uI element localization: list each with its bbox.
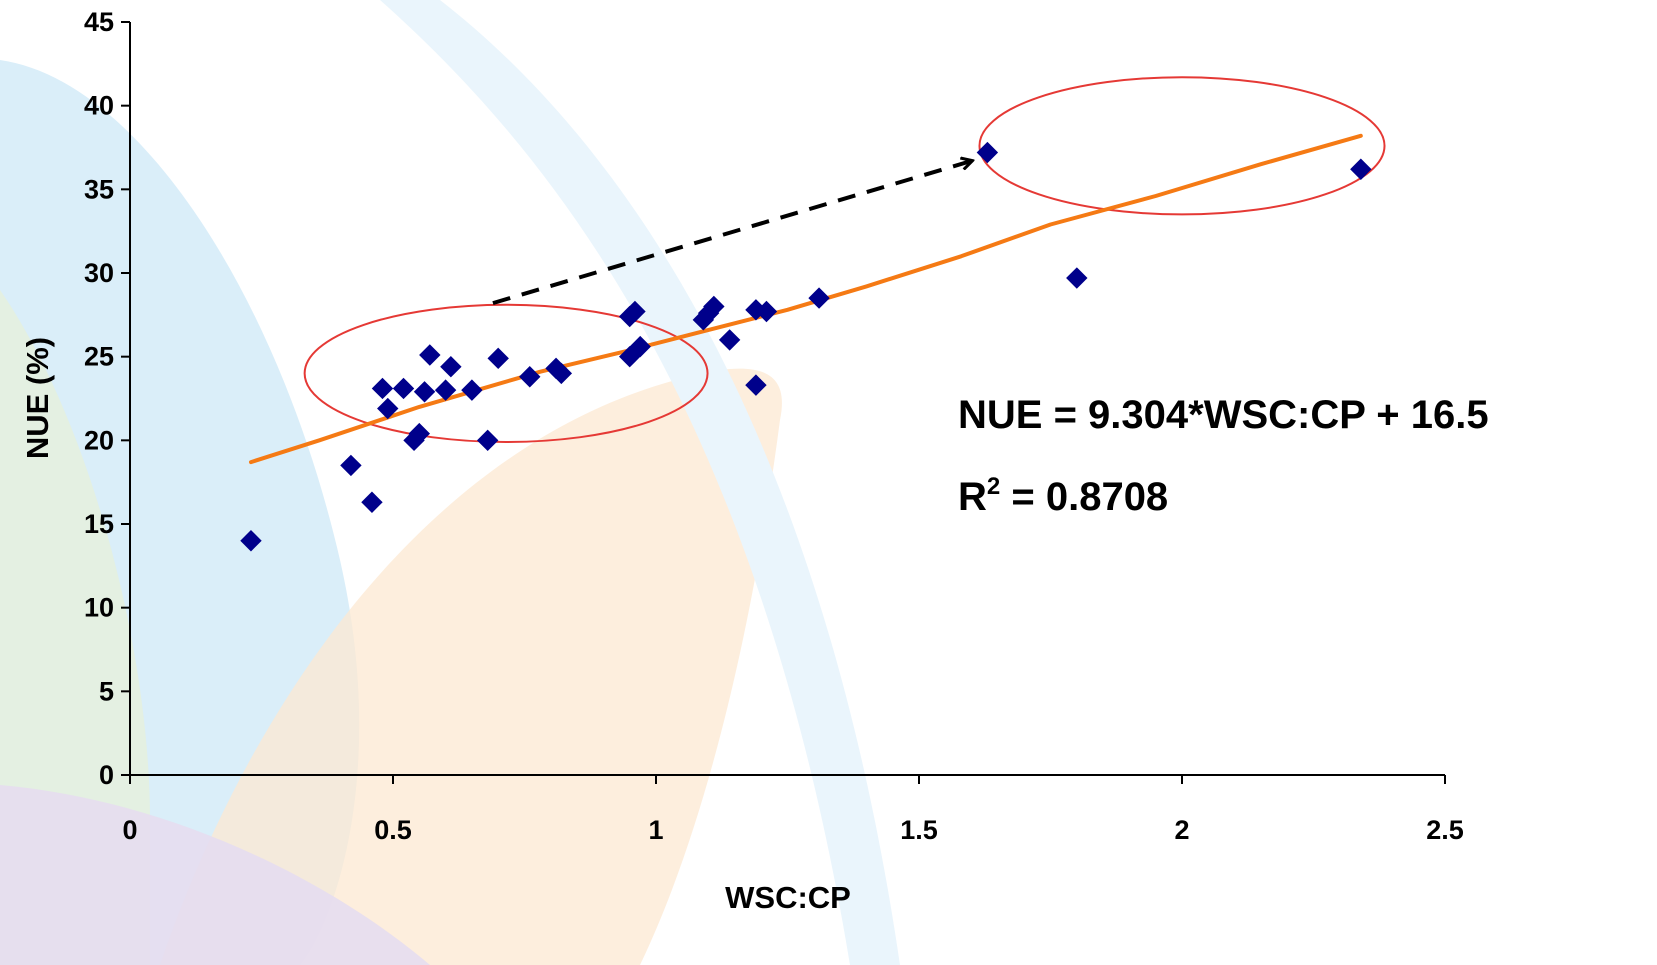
background-light-blue-arc [380, 0, 900, 965]
x-tick-label: 1.5 [900, 815, 938, 845]
background-purple-swoosh [0, 785, 430, 965]
x-tick-label: 2 [1174, 815, 1189, 845]
data-point [550, 362, 573, 385]
r-squared-superscript: 2 [987, 473, 1000, 500]
data-point [419, 344, 441, 366]
data-point [440, 355, 462, 378]
data-point [340, 454, 362, 477]
y-tick-label: 15 [84, 509, 114, 539]
data-point [755, 300, 778, 323]
data-point [361, 491, 383, 513]
data-point [461, 379, 483, 401]
data-point [718, 329, 741, 351]
data-point [624, 300, 646, 323]
y-tick-label: 40 [84, 91, 114, 121]
data-point [1350, 158, 1372, 180]
data-point [1066, 267, 1088, 289]
r-squared-base: R [958, 475, 987, 519]
data-point [519, 366, 541, 388]
highlight-ellipses [303, 76, 1386, 444]
y-tick-label: 20 [84, 425, 114, 455]
dashed-arrow [492, 161, 972, 306]
x-axis-title: WSC:CP [725, 880, 851, 915]
data-points [240, 141, 1372, 552]
r-squared-label: R2 = 0.8708 [958, 473, 1168, 519]
data-point [434, 379, 457, 401]
y-tick-label: 30 [84, 258, 114, 288]
x-tick-label: 2.5 [1426, 815, 1464, 845]
y-tick-label: 0 [99, 760, 114, 790]
data-point [808, 287, 830, 309]
r-squared-value: = 0.8708 [1000, 475, 1168, 519]
axes: 0 5 10 15 20 25 30 35 40 45 0 0.5 1 1.5 2 2.5 [84, 7, 1464, 845]
background-decoration [0, 0, 900, 965]
data-point [487, 347, 509, 370]
right-cluster-ellipse [978, 76, 1386, 216]
data-point [371, 377, 394, 400]
x-tick-label: 0 [122, 815, 137, 845]
trendline [249, 133, 1363, 465]
data-point [392, 377, 415, 400]
data-point [703, 295, 725, 318]
regression-equation: NUE = 9.304*WSC:CP + 16.5 [958, 393, 1489, 437]
y-tick-label: 5 [99, 676, 114, 706]
data-point [629, 335, 651, 358]
data-point [976, 141, 999, 164]
y-tick-label: 45 [84, 7, 114, 37]
trendline-group [249, 133, 1363, 465]
data-point [745, 374, 767, 396]
data-point [476, 429, 499, 452]
data-point [413, 381, 436, 403]
y-tick-label: 10 [84, 593, 114, 623]
y-axis-title: NUE (%) [20, 337, 55, 459]
data-point [240, 530, 262, 552]
background-orange-swoosh [160, 368, 782, 965]
y-tick-label: 35 [84, 174, 114, 204]
data-point [377, 397, 399, 420]
y-tick-label: 25 [84, 342, 114, 372]
arrow-group [492, 161, 972, 306]
x-tick-label: 1 [648, 815, 663, 845]
x-tick-label: 0.5 [374, 815, 412, 845]
data-point [408, 422, 431, 445]
left-cluster-ellipse [303, 303, 709, 444]
